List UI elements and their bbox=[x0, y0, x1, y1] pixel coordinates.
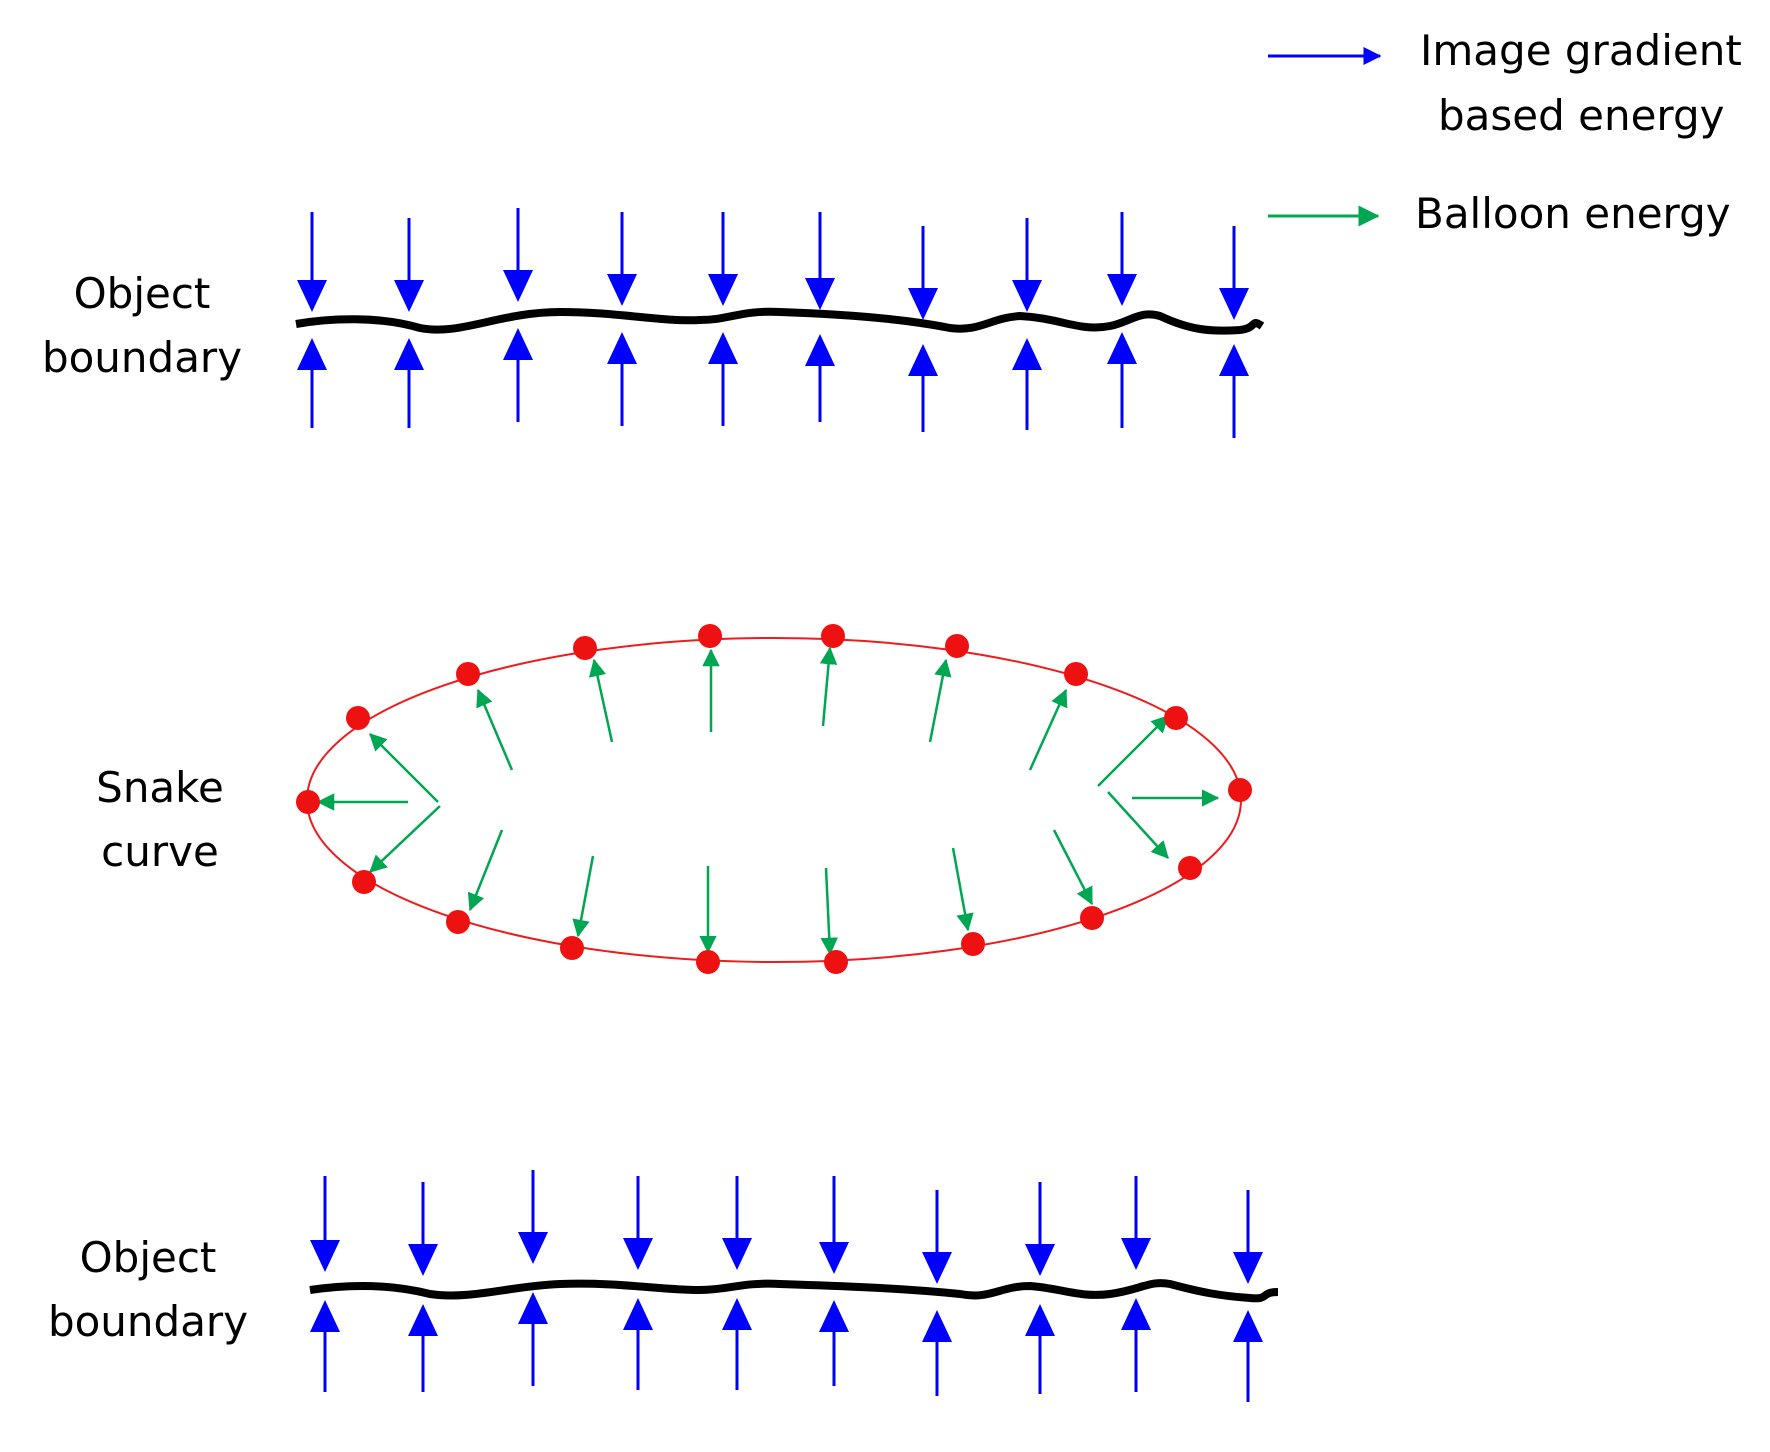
gradient-arrow-up bbox=[503, 328, 533, 422]
gradient-arrow-up bbox=[623, 1298, 653, 1390]
gradient-arrow-down bbox=[408, 1182, 438, 1276]
top-boundary-line bbox=[295, 307, 1265, 335]
gradient-arrow-down bbox=[1219, 226, 1249, 320]
snake-label-line1: Snake bbox=[96, 763, 224, 812]
balloon-arrow bbox=[467, 829, 504, 912]
gradient-arrow-up bbox=[922, 1310, 952, 1396]
legend-gradient-label-line2: based energy bbox=[1438, 91, 1724, 140]
gradient-arrow-up bbox=[1121, 1298, 1151, 1392]
snake-label-line2: curve bbox=[101, 827, 219, 876]
balloon-arrow bbox=[476, 688, 514, 771]
bottom-boundary-label-line2: boundary bbox=[48, 1297, 248, 1346]
top-gradient-arrows bbox=[297, 208, 1249, 438]
gradient-arrow-up bbox=[722, 1298, 752, 1390]
snake-points bbox=[296, 624, 1252, 974]
gradient-arrow-down bbox=[394, 218, 424, 312]
gradient-arrow-up bbox=[1219, 344, 1249, 438]
gradient-arrow-down bbox=[908, 226, 938, 320]
gradient-arrow-down bbox=[819, 1176, 849, 1274]
gradient-arrow-down bbox=[503, 208, 533, 302]
balloon-arrow bbox=[1028, 688, 1068, 771]
gradient-arrow-up bbox=[297, 338, 327, 428]
bottom-object-boundary: Object boundary bbox=[48, 1170, 1279, 1402]
snake-point bbox=[961, 932, 985, 956]
snake-point bbox=[446, 910, 470, 934]
legend-gradient-label-line1: Image gradient bbox=[1420, 26, 1742, 75]
gradient-arrow-up bbox=[1025, 1304, 1055, 1394]
snake-point bbox=[1178, 856, 1202, 880]
gradient-arrow-down bbox=[1107, 212, 1137, 306]
balloon-arrow bbox=[928, 658, 952, 743]
balloon-arrow bbox=[951, 847, 974, 932]
legend-balloon-label: Balloon energy bbox=[1415, 189, 1731, 238]
snake-point bbox=[1064, 662, 1088, 686]
top-object-boundary: Object boundary bbox=[42, 208, 1265, 438]
legend: Image gradient based energy Balloon ener… bbox=[1268, 26, 1742, 238]
gradient-arrow-up bbox=[310, 1300, 340, 1392]
snake-point bbox=[573, 636, 597, 660]
balloon-arrow bbox=[572, 855, 595, 938]
balloon-arrow bbox=[1107, 791, 1169, 859]
gradient-arrow-down bbox=[310, 1176, 340, 1272]
gradient-arrow-down bbox=[518, 1170, 548, 1264]
bottom-boundary-label-line1: Object bbox=[80, 1233, 217, 1282]
snake-point bbox=[696, 950, 720, 974]
bottom-gradient-arrows bbox=[310, 1170, 1263, 1402]
snake-point bbox=[346, 706, 370, 730]
gradient-arrow-down bbox=[1012, 218, 1042, 312]
gradient-arrow-up bbox=[607, 332, 637, 426]
snake-point bbox=[456, 662, 480, 686]
gradient-arrow-down bbox=[1233, 1190, 1263, 1284]
balloon-arrow bbox=[1052, 829, 1094, 906]
snake-point bbox=[1228, 778, 1252, 802]
gradient-arrow-down bbox=[708, 212, 738, 306]
gradient-arrow-up bbox=[1012, 338, 1042, 430]
snake-point bbox=[560, 936, 584, 960]
balloon-arrow bbox=[1097, 715, 1169, 787]
gradient-arrow-up bbox=[819, 1300, 849, 1386]
snake-point bbox=[824, 950, 848, 974]
balloon-arrow bbox=[588, 658, 614, 743]
gradient-arrow-down bbox=[1121, 1176, 1151, 1270]
gradient-arrow-up bbox=[1107, 332, 1137, 428]
gradient-arrow-up bbox=[805, 334, 835, 422]
gradient-arrow-down bbox=[722, 1176, 752, 1270]
gradient-arrow-down bbox=[805, 212, 835, 310]
balloon-arrows bbox=[316, 646, 1220, 956]
gradient-arrow-down bbox=[1025, 1182, 1055, 1276]
snake-point bbox=[1080, 906, 1104, 930]
snake-point bbox=[698, 624, 722, 648]
snake-point bbox=[821, 624, 845, 648]
balloon-arrow bbox=[369, 805, 441, 873]
gradient-arrow-down bbox=[623, 1176, 653, 1270]
gradient-arrow-up bbox=[908, 344, 938, 432]
gradient-arrow-up bbox=[394, 338, 424, 428]
gradient-arrow-down bbox=[922, 1190, 952, 1284]
gradient-arrow-up bbox=[408, 1304, 438, 1392]
gradient-arrow-up bbox=[1233, 1310, 1263, 1402]
snake-point bbox=[296, 790, 320, 814]
balloon-arrow bbox=[819, 646, 838, 727]
bottom-boundary-line bbox=[309, 1279, 1279, 1303]
top-boundary-label-line1: Object bbox=[74, 269, 211, 318]
snake-curve-group: Snake curve bbox=[96, 624, 1252, 974]
balloon-arrow bbox=[820, 867, 838, 956]
gradient-arrow-up bbox=[708, 332, 738, 426]
balloon-arrow bbox=[369, 733, 439, 803]
snake-point bbox=[1164, 706, 1188, 730]
gradient-arrow-down bbox=[607, 212, 637, 306]
top-boundary-label-line2: boundary bbox=[42, 333, 242, 382]
snake-point bbox=[352, 870, 376, 894]
gradient-arrow-up bbox=[518, 1292, 548, 1386]
snake-point bbox=[945, 634, 969, 658]
gradient-arrow-down bbox=[297, 212, 327, 312]
